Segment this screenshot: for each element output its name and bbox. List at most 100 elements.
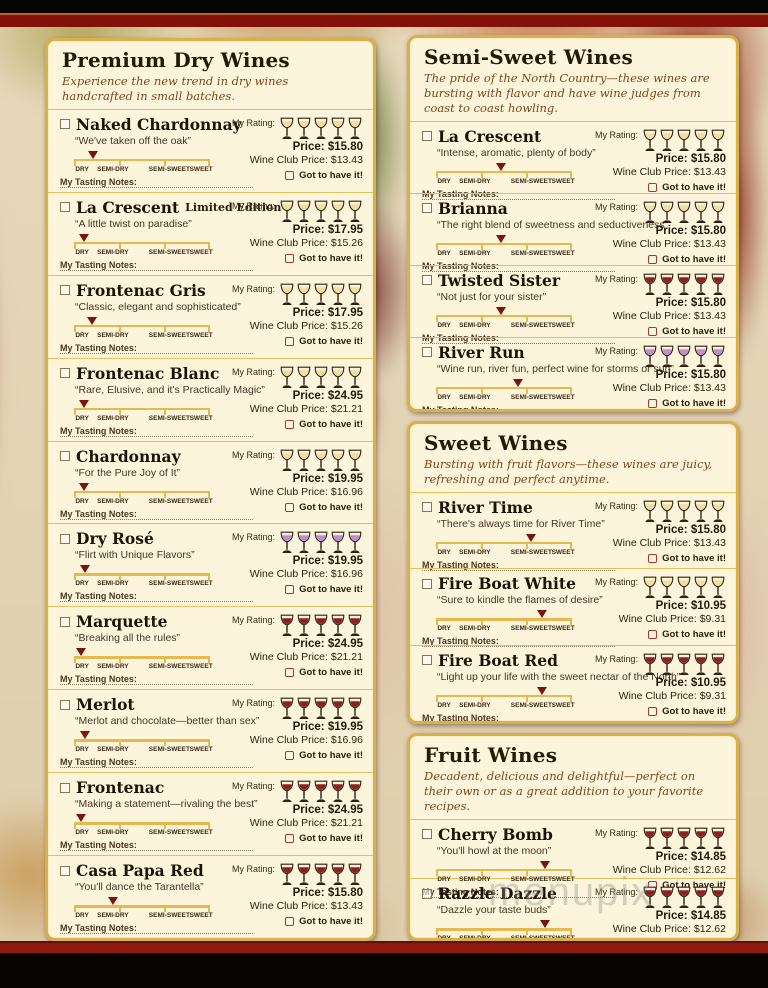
wine-glass-rating[interactable] (279, 697, 363, 720)
tasting-notes-line[interactable] (422, 270, 615, 272)
wine-glass-rating[interactable] (279, 283, 363, 306)
tasting-notes-line[interactable] (60, 850, 253, 852)
got-to-have-checkbox[interactable] (285, 668, 295, 678)
tasting-notes-line[interactable] (422, 342, 615, 344)
wine-glass-rating[interactable] (642, 576, 726, 599)
sweetness-bar (436, 694, 572, 698)
wine-glass-rating[interactable] (279, 366, 363, 389)
scale-label-semi-dry: SEMI-DRY (97, 497, 129, 505)
wine-select-checkbox[interactable] (422, 578, 432, 589)
got-to-have-checkbox[interactable] (648, 326, 658, 336)
tasting-notes-line[interactable] (60, 684, 253, 686)
tasting-notes-line[interactable] (422, 569, 615, 571)
scale-tick (118, 158, 121, 166)
got-to-have-checkbox[interactable] (285, 917, 295, 927)
scale-label-semi-sweet: SEMI-SWEET (148, 497, 190, 505)
wine-select-checkbox[interactable] (422, 275, 432, 286)
tasting-notes-line[interactable] (60, 518, 253, 520)
got-to-have-checkbox[interactable] (648, 553, 658, 563)
tasting-notes-line[interactable] (422, 723, 615, 724)
wine-tagline: “Wine run, river fun, perfect wine for s… (437, 362, 674, 375)
wine-glass-icon (280, 117, 294, 139)
tasting-notes-line[interactable] (60, 767, 253, 769)
wine-select-checkbox[interactable] (60, 533, 70, 544)
tasting-notes-line[interactable] (60, 601, 253, 603)
tasting-notes-line[interactable] (60, 269, 253, 271)
wine-glass-icon (660, 273, 674, 295)
wine-select-checkbox[interactable] (422, 655, 432, 666)
wine-glass-rating[interactable] (279, 117, 363, 140)
wine-select-checkbox[interactable] (60, 699, 70, 710)
sweetness-scale: DRY SEMI-DRY SEMI-SWEET SWEET (436, 162, 575, 186)
wine-select-checkbox[interactable] (60, 285, 70, 296)
tasting-notes-line[interactable] (60, 933, 253, 935)
got-to-have-checkbox[interactable] (285, 585, 295, 595)
scale-labels: DRY SEMI-DRY SEMI-SWEET SWEET (74, 829, 212, 837)
wine-select-checkbox[interactable] (60, 451, 70, 461)
wine-glass-rating[interactable] (279, 449, 363, 472)
wine-glass-rating[interactable] (642, 500, 726, 523)
wine-glass-rating[interactable] (279, 531, 363, 554)
sweetness-bar (74, 158, 210, 162)
wine-select-checkbox[interactable] (60, 368, 70, 379)
wine-glass-icon (711, 500, 725, 522)
section-subtitle: Bursting with fruit flavors—these wines … (424, 457, 713, 486)
wine-glass-rating[interactable] (642, 201, 726, 224)
wine-select-checkbox[interactable] (422, 203, 432, 214)
tasting-notes-line[interactable] (60, 186, 253, 188)
wine-select-checkbox[interactable] (422, 888, 432, 899)
wine-glass-rating[interactable] (642, 273, 726, 296)
wine-glass-rating[interactable] (642, 129, 726, 152)
wine-tagline: “Breaking all the rules” (75, 632, 181, 645)
rating-row: My Rating: (232, 780, 363, 803)
tasting-notes-line[interactable] (60, 435, 253, 437)
got-to-have-checkbox[interactable] (285, 336, 295, 346)
tasting-notes-line[interactable] (422, 896, 615, 898)
got-to-have-checkbox[interactable] (285, 253, 295, 263)
wine-select-checkbox[interactable] (60, 782, 70, 793)
wine-glass-rating[interactable] (279, 863, 363, 886)
got-to-have-checkbox[interactable] (648, 630, 658, 640)
got-to-have-checkbox[interactable] (648, 182, 658, 192)
wine-select-checkbox[interactable] (60, 202, 70, 213)
wine-select-checkbox[interactable] (60, 616, 70, 627)
price-label: Price: (292, 887, 325, 900)
wine-glass-rating[interactable] (642, 653, 726, 676)
wine-glass-rating[interactable] (279, 200, 363, 223)
wine-glass-icon (331, 200, 345, 222)
scale-label-dry: DRY (437, 321, 451, 329)
wine-glass-rating[interactable] (642, 345, 726, 368)
got-to-have-checkbox[interactable] (285, 751, 295, 761)
tasting-notes-line[interactable] (60, 352, 253, 354)
wine-glass-rating[interactable] (642, 886, 726, 909)
wine-name-row: La Crescent Limited Edition (60, 198, 281, 217)
wine-glass-rating[interactable] (642, 827, 726, 850)
wine-select-checkbox[interactable] (422, 131, 432, 142)
wine-glass-icon (280, 200, 294, 222)
wine-glass-icon (677, 827, 691, 849)
got-to-have-checkbox[interactable] (285, 834, 295, 844)
tasting-notes-line[interactable] (422, 198, 615, 200)
got-to-have-checkbox[interactable] (648, 398, 658, 408)
got-to-have-checkbox[interactable] (648, 254, 658, 264)
scale-tick (570, 541, 572, 549)
sweetness-bar (436, 170, 572, 174)
got-to-have-checkbox[interactable] (285, 419, 295, 429)
got-to-have-checkbox[interactable] (648, 706, 658, 716)
got-to-have-checkbox[interactable] (285, 502, 295, 512)
wine-glass-icon (348, 614, 362, 637)
got-to-have-checkbox[interactable] (285, 170, 295, 180)
wine-select-checkbox[interactable] (422, 347, 432, 358)
scale-label-semi-dry: SEMI-DRY (97, 912, 129, 920)
wine-name: Merlot (76, 695, 135, 715)
wine-select-checkbox[interactable] (60, 865, 70, 876)
wine-entry: Chardonnay “For the Pure Joy of It” DRY … (48, 440, 373, 524)
got-to-have-row: Got to have it! (648, 629, 726, 640)
tasting-notes-line[interactable] (422, 646, 615, 648)
wine-glass-rating[interactable] (279, 780, 363, 803)
wine-select-checkbox[interactable] (422, 829, 432, 840)
wine-select-checkbox[interactable] (60, 119, 70, 130)
rating-row: My Rating: (595, 886, 726, 909)
wine-select-checkbox[interactable] (422, 502, 432, 513)
wine-glass-rating[interactable] (279, 614, 363, 637)
